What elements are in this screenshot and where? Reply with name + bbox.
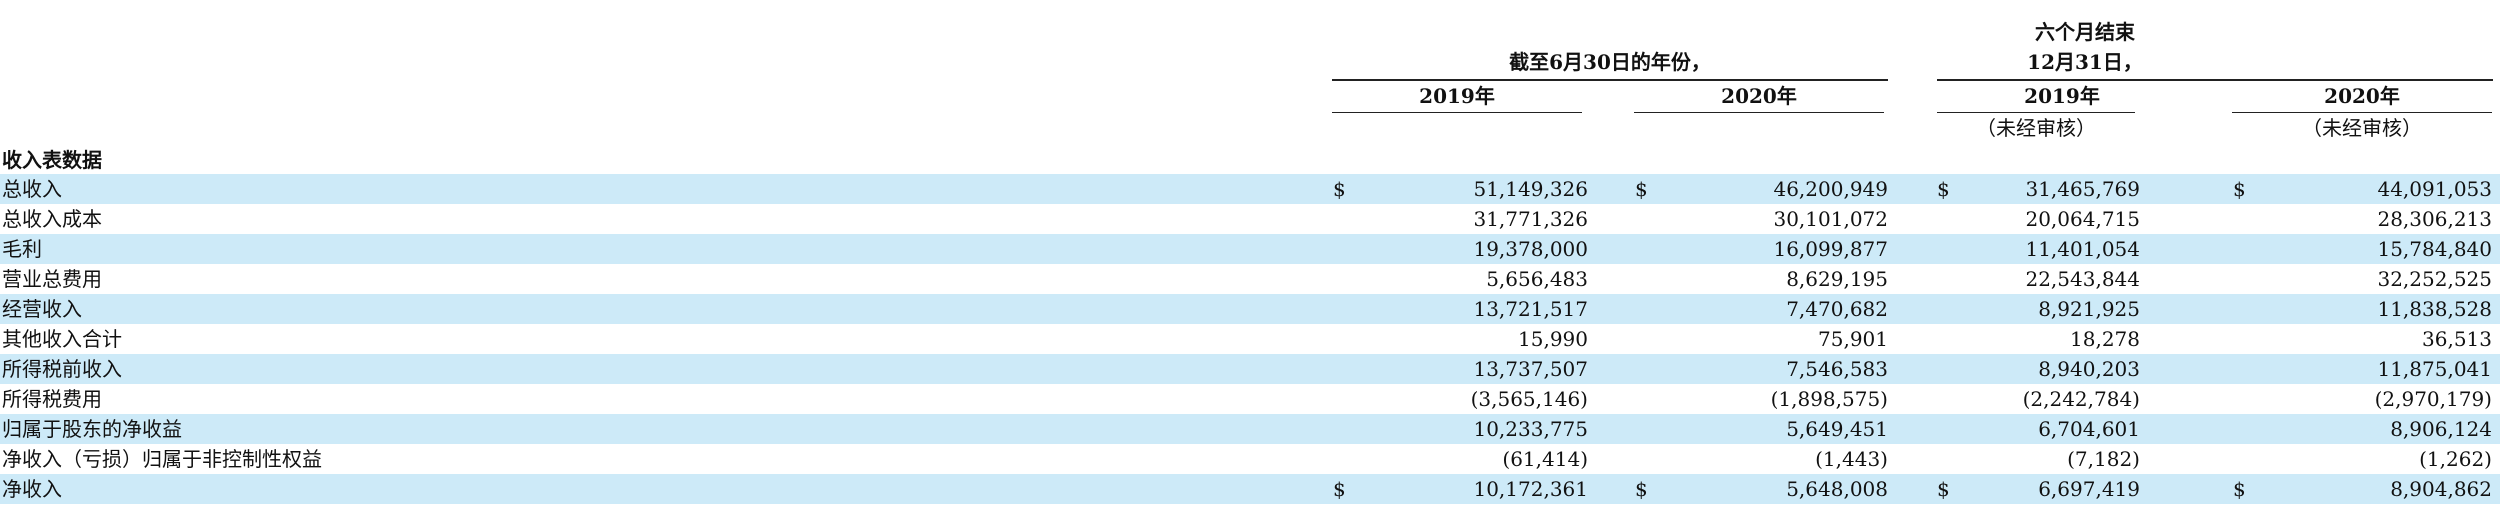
currency-symbol: $ (1333, 477, 1346, 501)
cell-value: (1,898,575) (1770, 387, 1888, 411)
six-months-group-rule (1937, 79, 2493, 81)
cell-value: 7,470,682 (1786, 297, 1888, 321)
unaudited-note-2020: （未经审核） (2302, 116, 2422, 140)
row-label: 所得税费用 (2, 387, 102, 411)
section-title: 收入表数据 (2, 148, 102, 172)
column-header-2020-fy: 2020年 (1721, 84, 1797, 108)
fiscal-year-group-rule (1332, 79, 1888, 81)
table-row: 经营收入 13,721,517 7,470,682 8,921,925 11,838,5… (0, 294, 2500, 324)
cell-value: 36,513 (2422, 327, 2492, 351)
cell-value: 11,838,528 (2377, 297, 2492, 321)
cell-value: (2,970,179) (2374, 387, 2492, 411)
cell-value: 28,306,213 (2377, 207, 2492, 231)
cell-value: 6,704,601 (2038, 417, 2140, 441)
cell-value: 13,737,507 (1473, 357, 1588, 381)
cell-value: 8,904,862 (2390, 477, 2492, 501)
row-label: 所得税前收入 (2, 357, 122, 381)
cell-value: (7,182) (2067, 447, 2140, 471)
cell-value: 5,656,483 (1486, 267, 1588, 291)
currency-symbol: $ (2233, 477, 2246, 501)
row-label: 总收入 (2, 177, 62, 201)
cell-value: 75,901 (1818, 327, 1888, 351)
row-label: 净收入 (2, 477, 62, 501)
cell-value: 10,233,775 (1473, 417, 1588, 441)
currency-symbol: $ (2233, 177, 2246, 201)
cell-value: 30,101,072 (1773, 207, 1888, 231)
table-row: 所得税前收入 13,737,507 7,546,583 8,940,203 11,875… (0, 354, 2500, 384)
cell-value: 44,091,053 (2377, 177, 2492, 201)
cell-value: (1,443) (1815, 447, 1888, 471)
row-label: 营业总费用 (2, 267, 102, 291)
currency-symbol: $ (1635, 177, 1648, 201)
cell-value: 18,278 (2070, 327, 2140, 351)
table-row: 毛利 19,378,000 16,099,877 11,401,054 15,784,8… (0, 234, 2500, 264)
row-label: 毛利 (2, 237, 42, 261)
column-header-2020-six-months: 2020年 (2324, 84, 2400, 108)
column-rule-2020-fy (1634, 112, 1884, 113)
row-label: 其他收入合计 (2, 327, 122, 351)
cell-value: 7,546,583 (1786, 357, 1888, 381)
cell-value: 31,771,326 (1473, 207, 1588, 231)
cell-value: 8,629,195 (1786, 267, 1888, 291)
table-row: 总收入成本 31,771,326 30,101,072 20,064,715 28,30… (0, 204, 2500, 234)
cell-value: 32,252,525 (2377, 267, 2492, 291)
table-row: 总收入 $51,149,326 $46,200,949 $31,465,769 $44,… (0, 174, 2500, 204)
table-row: 归属于股东的净收益 10,233,775 5,649,451 6,704,601 8,9… (0, 414, 2500, 444)
row-label: 归属于股东的净收益 (2, 417, 182, 441)
row-label: 总收入成本 (2, 207, 102, 231)
table-row: 营业总费用 5,656,483 8,629,195 22,543,844 32,252,… (0, 264, 2500, 294)
column-header-2019-six-months: 2019年 (2024, 84, 2100, 108)
currency-symbol: $ (1937, 477, 1950, 501)
cell-value: 22,543,844 (2025, 267, 2140, 291)
cell-value: 31,465,769 (2025, 177, 2140, 201)
cell-value: 51,149,326 (1473, 177, 1588, 201)
cell-value: 8,906,124 (2390, 417, 2492, 441)
period-header-six-months-line2: 12月31日， (2027, 50, 2143, 74)
cell-value: 8,921,925 (2038, 297, 2140, 321)
table-row: 所得税费用 (3,565,146) (1,898,575) (2,242,784) (2… (0, 384, 2500, 414)
cell-value: 6,697,419 (2038, 477, 2140, 501)
column-header-2019-fy: 2019年 (1419, 84, 1495, 108)
period-header-six-months-line1: 六个月结束 (2035, 20, 2135, 44)
row-label: 经营收入 (2, 297, 82, 321)
period-header-fiscal-year: 截至6月30日的年份， (1509, 50, 1711, 74)
row-label: 净收入（亏损）归属于非控制性权益 (2, 447, 322, 471)
cell-value: 5,648,008 (1786, 477, 1888, 501)
cell-value: 16,099,877 (1773, 237, 1888, 261)
cell-value: 13,721,517 (1473, 297, 1588, 321)
cell-value: 20,064,715 (2025, 207, 2140, 231)
cell-value: (61,414) (1502, 447, 1588, 471)
unaudited-note-2019: （未经审核） (1976, 116, 2096, 140)
currency-symbol: $ (1635, 477, 1648, 501)
cell-value: 15,784,840 (2377, 237, 2492, 261)
cell-value: 10,172,361 (1473, 477, 1588, 501)
table-row: 净收入（亏损）归属于非控制性权益 (61,414) (1,443) (7,182) (1… (0, 444, 2500, 474)
cell-value: 19,378,000 (1473, 237, 1588, 261)
cell-value: 5,649,451 (1786, 417, 1888, 441)
cell-value: 15,990 (1518, 327, 1588, 351)
cell-value: 8,940,203 (2038, 357, 2140, 381)
column-rule-2019-fy (1332, 112, 1582, 113)
cell-value: (1,262) (2419, 447, 2492, 471)
table-row: 其他收入合计 15,990 75,901 18,278 36,513 (0, 324, 2500, 354)
table-row: 净收入 $10,172,361 $5,648,008 $6,697,419 $8,904… (0, 474, 2500, 504)
cell-value: (2,242,784) (2022, 387, 2140, 411)
cell-value: 11,401,054 (2025, 237, 2140, 261)
currency-symbol: $ (1333, 177, 1346, 201)
column-rule-2020-six-months (2232, 112, 2492, 113)
cell-value: (3,565,146) (1470, 387, 1588, 411)
currency-symbol: $ (1937, 177, 1950, 201)
column-rule-2019-six-months (1937, 112, 2135, 113)
cell-value: 46,200,949 (1773, 177, 1888, 201)
cell-value: 11,875,041 (2377, 357, 2492, 381)
